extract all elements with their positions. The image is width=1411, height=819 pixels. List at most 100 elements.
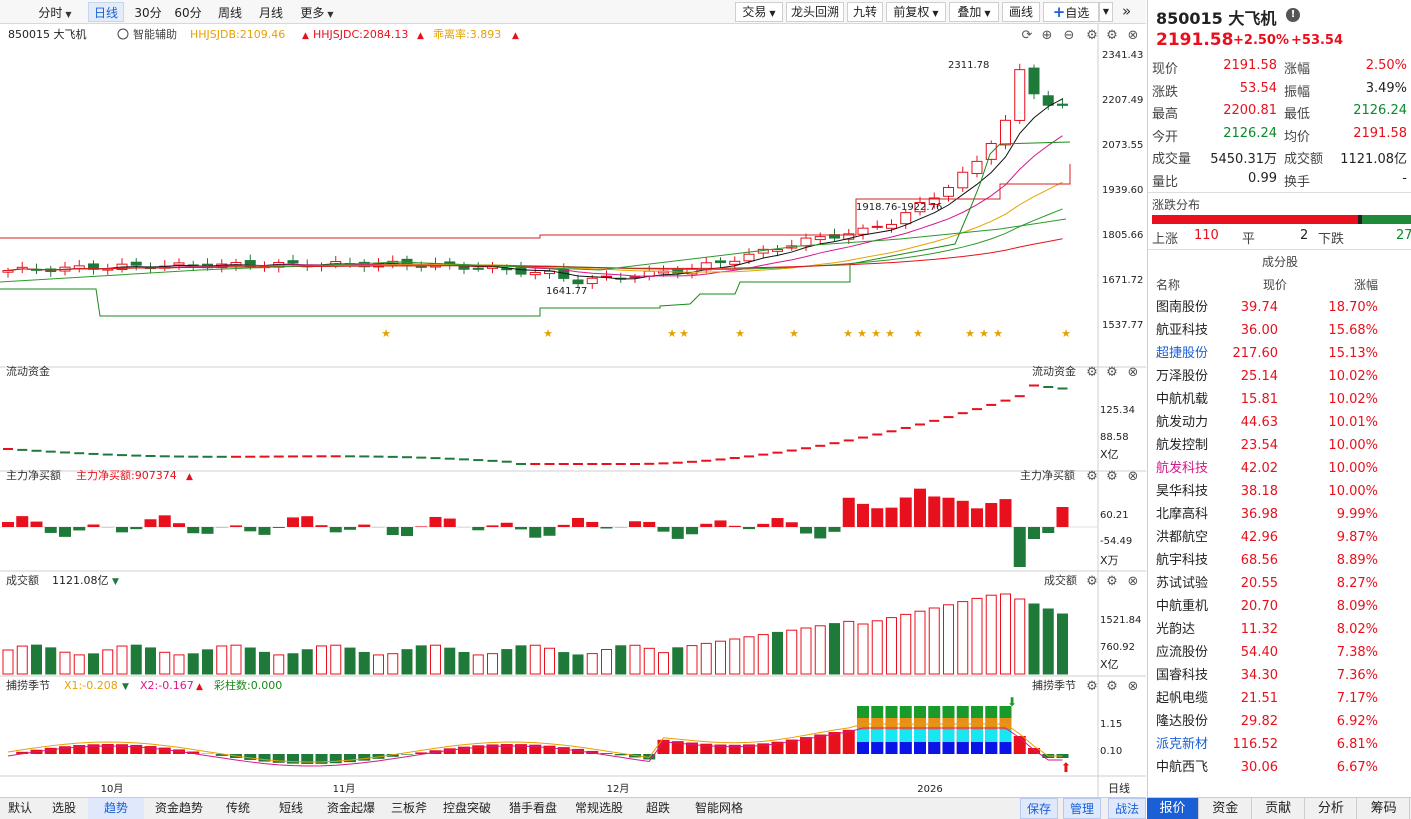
component-price: 34.30 xyxy=(1240,668,1278,683)
tactic-button[interactable]: 战法 xyxy=(1108,798,1146,819)
add-watchlist-button[interactable]: +自选 xyxy=(1043,2,1099,22)
up-arrow-icon: ⬆ xyxy=(1061,761,1072,776)
period-60min[interactable]: 60分 xyxy=(174,6,202,20)
save-button[interactable]: 保存 xyxy=(1020,798,1058,819)
overlay-button[interactable]: 叠加 ▼ xyxy=(949,2,999,22)
volume-bar xyxy=(900,613,912,675)
season-x1-line xyxy=(7,723,1063,763)
flow-bar xyxy=(600,527,613,529)
component-row[interactable]: 起帆电缆 21.51 7.17% xyxy=(1148,687,1411,710)
component-row[interactable]: 隆达股份 29.82 6.92% xyxy=(1148,710,1411,733)
component-row[interactable]: 航亚科技 36.00 15.68% xyxy=(1148,319,1411,342)
ma10-line xyxy=(7,135,1063,277)
component-row[interactable]: 国睿科技 34.30 7.36% xyxy=(1148,664,1411,687)
season-bar xyxy=(116,744,128,754)
draw-line-button[interactable]: 画线 xyxy=(1002,2,1040,22)
stat-label: 最高 xyxy=(1152,107,1179,122)
assist-label: 智能辅助 xyxy=(133,27,177,41)
star-icon: ★ xyxy=(735,327,745,340)
candle-body xyxy=(772,249,783,252)
component-row[interactable]: 航发控制 23.54 10.00% xyxy=(1148,434,1411,457)
volume-bar xyxy=(814,625,826,675)
component-row[interactable]: 光韵达 11.32 8.02% xyxy=(1148,618,1411,641)
candle-body xyxy=(871,225,883,228)
component-row[interactable]: 昊华科技 38.18 10.00% xyxy=(1148,480,1411,503)
strategy-tab[interactable]: 猎手看盘 xyxy=(508,801,557,815)
collapse-panel-icon[interactable]: » xyxy=(1122,2,1132,20)
volume-bar xyxy=(444,647,456,675)
panel-tab[interactable]: 贡献 xyxy=(1253,798,1305,819)
component-row[interactable]: 北摩高科 36.98 9.99% xyxy=(1148,503,1411,526)
flow-bar xyxy=(572,517,584,527)
flow-bar xyxy=(999,499,1012,527)
nine-turn-button[interactable]: 九转 xyxy=(847,2,883,22)
component-row[interactable]: 万泽股份 25.14 10.02% xyxy=(1148,365,1411,388)
manage-button[interactable]: 管理 xyxy=(1063,798,1101,819)
strategy-tab[interactable]: 传统 xyxy=(225,801,250,815)
component-price: 42.02 xyxy=(1240,461,1278,476)
strategy-tab[interactable]: 短线 xyxy=(278,801,303,815)
star-icon: ★ xyxy=(1061,327,1071,340)
component-row[interactable]: 苏试试验 20.55 8.27% xyxy=(1148,572,1411,595)
panel-tab[interactable]: 报价 xyxy=(1147,798,1199,819)
price-tick: 2207.49 xyxy=(1102,95,1143,106)
candle-body xyxy=(971,160,983,175)
period-more[interactable]: 更多 ▼ xyxy=(300,6,334,20)
volume-bar xyxy=(729,638,741,675)
component-row[interactable]: 中航重机 20.70 8.09% xyxy=(1148,595,1411,618)
panel-tab[interactable]: 分析 xyxy=(1305,798,1358,819)
component-row[interactable]: 派克新材 116.52 6.81% xyxy=(1148,733,1411,756)
candle-body xyxy=(943,186,954,197)
trade-button[interactable]: 交易 ▼ xyxy=(735,2,783,22)
adjust-button[interactable]: 前复权 ▼ xyxy=(886,2,946,22)
strategy-tab[interactable]: 默认 xyxy=(7,801,32,815)
volume-bar xyxy=(601,648,612,675)
flow-bar xyxy=(899,497,912,527)
volume-bar xyxy=(1028,603,1040,675)
component-row[interactable]: 中航机载 15.81 10.02% xyxy=(1148,388,1411,411)
flow-bar xyxy=(201,527,214,534)
flow-bar xyxy=(130,527,143,530)
period-weekly[interactable]: 周线 xyxy=(217,6,242,20)
stat-label: 量比 xyxy=(1152,174,1179,190)
component-row[interactable]: 航发科技 42.02 10.00% xyxy=(1148,457,1411,480)
component-price: 116.52 xyxy=(1232,737,1279,752)
up-arrow-icon: ▲ xyxy=(512,31,519,41)
strategy-tab[interactable]: 常规选股 xyxy=(574,801,623,815)
gear-icon: ⚙ xyxy=(1106,28,1118,43)
strategy-tab[interactable]: 智能网格 xyxy=(694,801,743,815)
component-row[interactable]: 中航西飞 30.06 6.67% xyxy=(1148,756,1411,779)
season-color-block xyxy=(971,742,983,754)
panel-tab[interactable]: 筹码 xyxy=(1358,798,1411,819)
kline-chart-area[interactable]: ★ ★ ★ ★ ★ ★ ★ ★ ★ ★ ★ ★ ★ ★ ★850015 大飞机 智能辅助 HHJSJDB:210… xyxy=(0,24,1146,797)
strategy-tab[interactable]: 资金趋势 xyxy=(154,801,203,815)
flow-bar xyxy=(258,527,271,535)
strategy-tab[interactable]: 超跌 xyxy=(645,801,670,815)
component-row[interactable]: 航发动力 44.63 10.01% xyxy=(1148,411,1411,434)
season-color-block xyxy=(956,706,969,718)
volume-bar xyxy=(287,653,299,675)
down-bar xyxy=(1362,215,1411,224)
component-row[interactable]: 应流股份 54.40 7.38% xyxy=(1148,641,1411,664)
flow-bar xyxy=(1013,527,1026,567)
season-bar xyxy=(87,744,100,754)
component-name: 航亚科技 xyxy=(1156,323,1209,338)
header-price: 现价 xyxy=(1263,278,1288,292)
leader-review-button[interactable]: 龙头回溯 xyxy=(786,2,844,22)
panel-tab[interactable]: 资金 xyxy=(1200,798,1252,819)
component-row[interactable]: 航宇科技 68.56 8.89% xyxy=(1148,549,1411,572)
period-fenshi[interactable]: 分时 ▼ xyxy=(38,6,72,20)
watchlist-dropdown[interactable]: ▼ xyxy=(1099,2,1113,22)
period-30min[interactable]: 30分 xyxy=(134,6,162,20)
info-icon[interactable]: ! xyxy=(1286,8,1300,22)
strategy-tab[interactable]: 选股 xyxy=(51,801,76,815)
period-monthly[interactable]: 月线 xyxy=(258,6,283,20)
period-daily[interactable]: 日线 xyxy=(88,2,124,22)
component-row[interactable]: 超捷股份 217.60 15.13% xyxy=(1148,342,1411,365)
strategy-tab[interactable]: 资金起爆 xyxy=(326,801,375,815)
strategy-tab[interactable]: 控盘突破 xyxy=(442,801,491,815)
strategy-tab[interactable]: 三板斧 xyxy=(390,801,427,815)
component-row[interactable]: 图南股份 39.74 18.70% xyxy=(1148,296,1411,319)
component-row[interactable]: 洪都航空 42.96 9.87% xyxy=(1148,526,1411,549)
strategy-tab[interactable]: 趋势 xyxy=(88,798,144,819)
